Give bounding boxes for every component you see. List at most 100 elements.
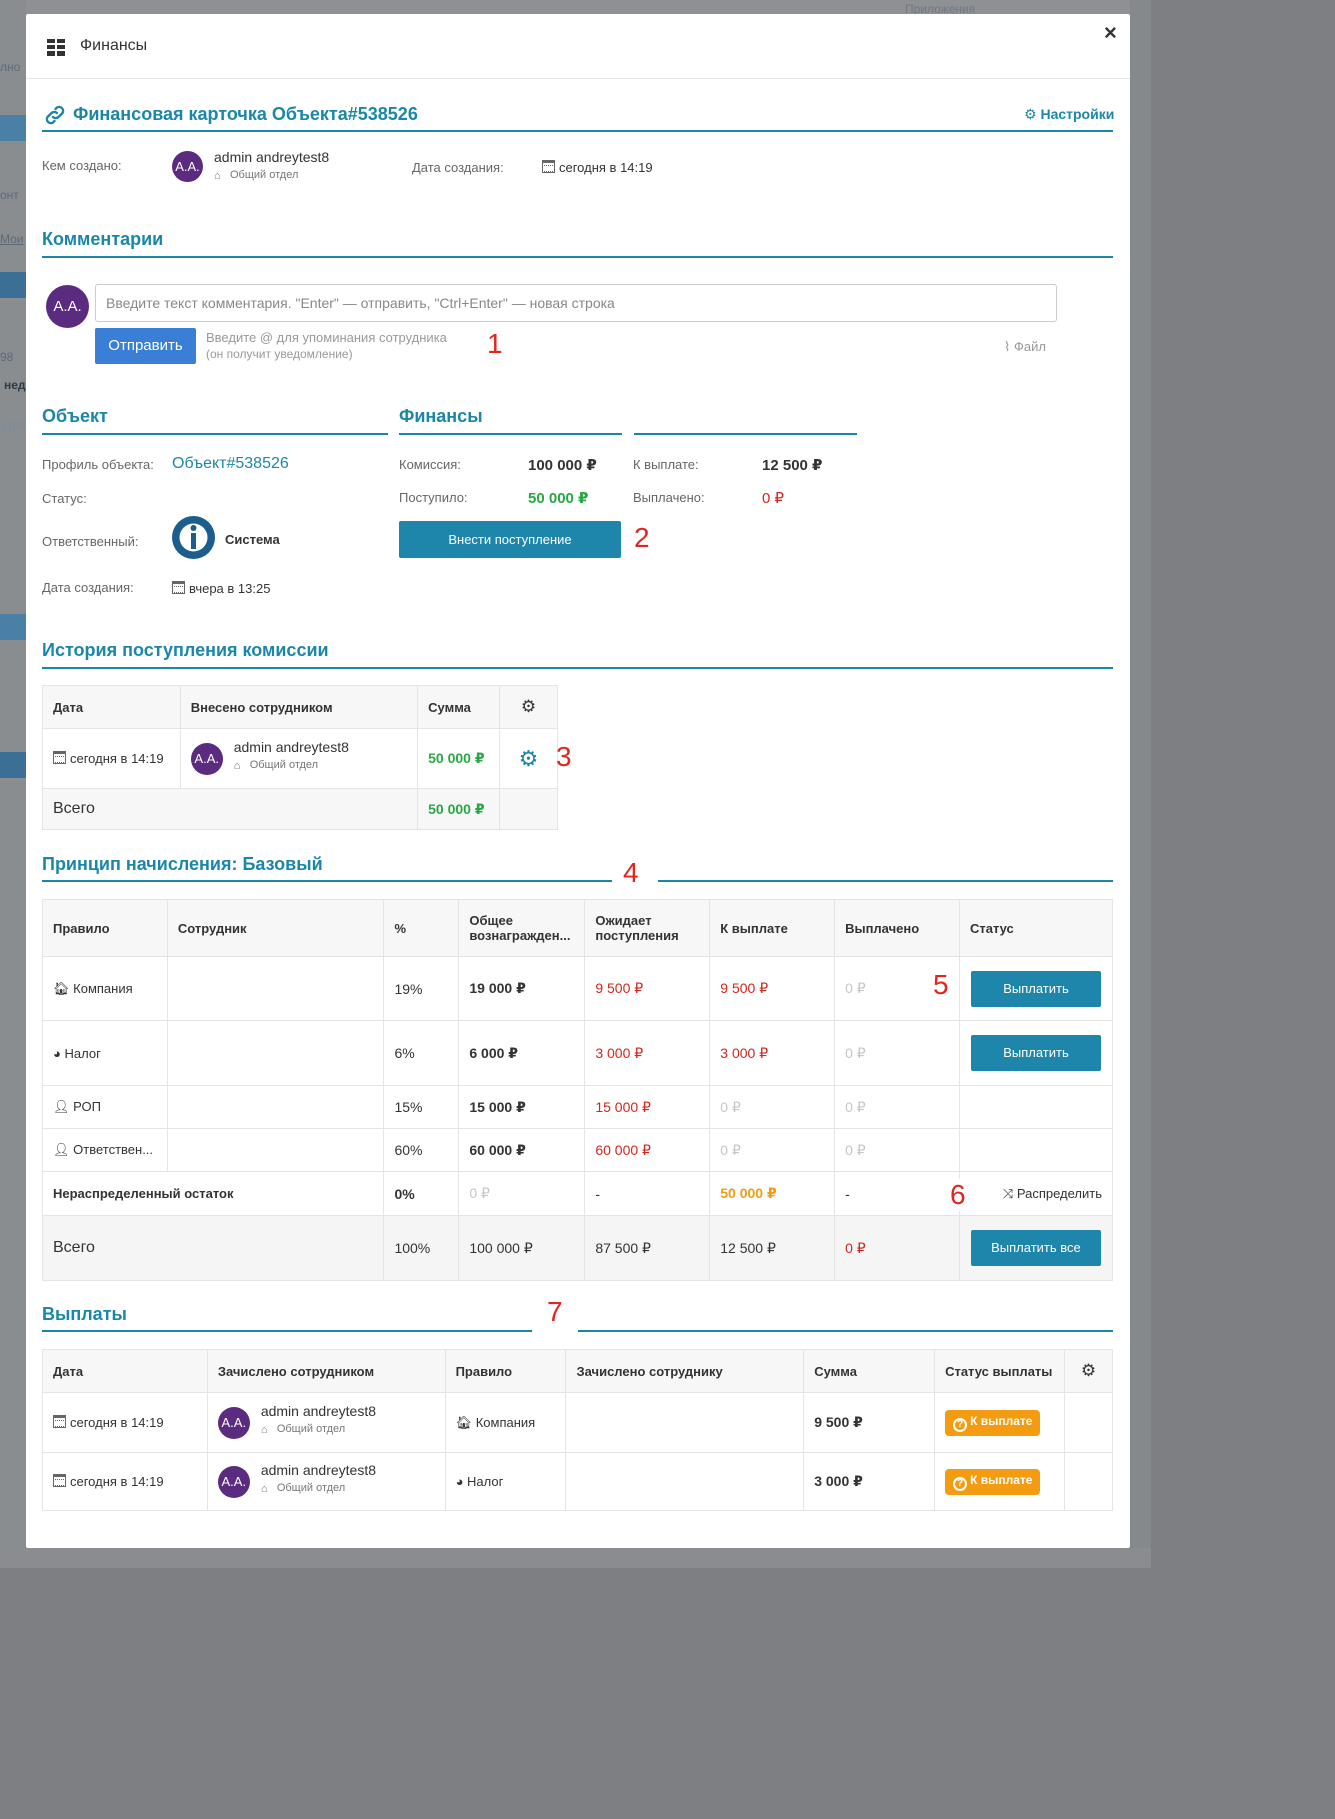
pending-cell: 3 000 ₽ — [584, 1020, 711, 1086]
avatar: A.A. — [217, 1406, 250, 1439]
settings-link[interactable]: ⚙ Настройки — [1024, 106, 1114, 123]
employee-cell: A.A. admin andreytest8 ⌂ Общий отдел — [206, 1392, 446, 1453]
pct-cell: 19% — [383, 956, 460, 1021]
status-cell — [958, 1128, 1114, 1172]
attach-file-link[interactable]: ⌇ Файл — [1004, 339, 1046, 355]
settings-label: Настройки — [1040, 106, 1115, 122]
status-cell: Выплатить — [958, 1020, 1114, 1086]
add-income-button[interactable]: Внести поступление — [399, 521, 621, 558]
rule-label: РОП — [73, 1099, 101, 1114]
marker-6: 6 — [946, 1179, 970, 1211]
table-row: 🏠︎ Компания 19% 19 000 ₽ 9 500 ₽ 9 500 ₽… — [42, 956, 1114, 1021]
table-row: ◕ Налог 6% 6 000 ₽ 3 000 ₽ 3 000 ₽ 0 ₽ В… — [42, 1020, 1114, 1086]
table-row: 👤︎ Ответствен... 60% 60 000 ₽ 60 000 ₽ 0… — [42, 1128, 1114, 1172]
table-header-row: Правило Сотрудник % Общее вознагражден..… — [42, 899, 1114, 957]
card-title-divider — [42, 130, 1113, 132]
object-date-value: вчера в 13:25 — [189, 581, 271, 596]
background-tab — [0, 115, 26, 141]
table-header-row: Дата Зачислено сотрудником Правило Зачис… — [42, 1349, 1114, 1393]
distribute-link[interactable]: ⤨ Распределить — [958, 1171, 1114, 1216]
total-cell: 60 000 ₽ — [458, 1128, 586, 1172]
employee-name: admin andreytest8 — [260, 1461, 376, 1478]
created-date-value: сегодня в 14:19 — [559, 160, 653, 175]
to-pay-cell: 0 ₽ — [709, 1085, 836, 1129]
column-settings[interactable]: ⚙ — [499, 685, 558, 729]
total-sum: 50 000 ₽ — [417, 788, 501, 830]
calendar-icon — [53, 751, 66, 764]
paid-cell: 0 ₽ — [834, 1085, 960, 1129]
column-header: Статус выплаты — [934, 1349, 1065, 1393]
object-date-label: Дата создания: — [42, 580, 134, 595]
calendar-icon — [53, 1474, 66, 1487]
creator-name: admin andreytest8 — [214, 149, 330, 165]
pending-cell: 87 500 ₽ — [584, 1215, 711, 1281]
background-left-panel — [0, 0, 26, 1568]
history-title: История поступления комиссии — [42, 640, 329, 660]
to-pay-label: К выплате: — [633, 457, 699, 472]
pay-all-button[interactable]: Выплатить все — [970, 1230, 1101, 1266]
column-header: Выплачено — [834, 899, 960, 957]
background-text: 98 — [0, 350, 14, 364]
close-icon[interactable]: × — [1104, 20, 1117, 45]
background-right-panel — [1130, 0, 1151, 1568]
created-date-label: Дата создания: — [412, 160, 504, 175]
column-header: Ожидает поступления — [584, 899, 711, 957]
cell-employee: A.A. admin andreytest8 ⌂ Общий отдел — [179, 728, 419, 789]
commission-label: Комиссия: — [399, 457, 461, 472]
finance-divider-2 — [634, 433, 857, 435]
column-settings[interactable]: ⚙ — [1063, 1349, 1114, 1393]
background-text: онт — [0, 188, 19, 202]
principle-table: Правило Сотрудник % Общее вознагражден..… — [41, 899, 1114, 1281]
pct-cell: 60% — [383, 1128, 460, 1172]
profile-label: Профиль объекта: — [42, 457, 154, 472]
user-icon: 👤︎ — [53, 1142, 70, 1157]
cell-empty — [499, 788, 558, 830]
background-text: нед — [4, 378, 26, 392]
link-icon — [45, 105, 65, 125]
column-header: Сумма — [803, 1349, 936, 1393]
home-icon: ⌂ — [260, 1423, 268, 1436]
employee-dept: ⌂ Общий отдел — [260, 1423, 345, 1436]
employee-dept-label: Общий отдел — [276, 1481, 346, 1494]
object-profile-link[interactable]: Объект#538526 — [172, 455, 289, 472]
table-row: сегодня в 14:19 A.A. admin andreytest8 ⌂… — [42, 1392, 1114, 1453]
calendar-icon — [172, 581, 185, 594]
column-header: Общее вознагражден... — [458, 899, 586, 957]
principle-divider-2 — [658, 880, 1113, 882]
rule-cell: ◕ Налог — [444, 1452, 567, 1511]
payouts-title: Выплаты — [42, 1304, 127, 1324]
avatar: A.A. — [217, 1465, 250, 1498]
comments-title: Комментарии — [42, 229, 164, 249]
calendar-icon — [542, 160, 555, 173]
home-icon: 🏠︎ — [455, 1414, 473, 1430]
background-text: з реа — [0, 418, 29, 432]
pie-chart-icon: ◕ — [455, 1474, 464, 1489]
column-header: Дата — [42, 1349, 208, 1393]
marker-1: 1 — [487, 328, 503, 359]
cell-sum: 50 000 ₽ — [417, 728, 501, 789]
to-pay-cell: 3 000 ₽ — [709, 1020, 836, 1086]
rule-cell: 👤︎ Ответствен... — [42, 1128, 168, 1172]
total-cell: 100 000 ₽ — [458, 1215, 586, 1281]
employee-cell — [166, 1020, 385, 1086]
principle-title: Принцип начисления: Базовый — [42, 854, 323, 874]
status-cell: ? К выплате — [934, 1452, 1065, 1511]
employee-cell — [166, 956, 385, 1021]
to-pay-cell: 50 000 ₽ — [709, 1171, 836, 1216]
date-value: сегодня в 14:19 — [70, 1474, 164, 1489]
pay-button[interactable]: Выплатить — [970, 1035, 1101, 1071]
send-button[interactable]: Отправить — [95, 328, 196, 364]
gear-icon[interactable]: ⚙ — [499, 728, 558, 789]
pay-button[interactable]: Выплатить — [970, 970, 1101, 1007]
status-badge[interactable]: ? К выплате — [945, 1468, 1041, 1495]
rule-cell: 🏠︎ Компания — [444, 1392, 567, 1453]
home-icon: ⌂ — [233, 759, 241, 772]
to-pay-cell: 12 500 ₽ — [709, 1215, 836, 1281]
rule-label: Компания — [73, 980, 133, 996]
pct-cell: 15% — [383, 1085, 460, 1129]
comment-input[interactable]: Введите текст комментария. "Enter" — отп… — [95, 284, 1057, 322]
status-badge[interactable]: ? К выплате — [945, 1409, 1041, 1436]
column-header: Внесено сотрудником — [179, 685, 419, 729]
modal-header: Финансы × — [26, 14, 1130, 79]
cell-empty — [1063, 1452, 1114, 1511]
